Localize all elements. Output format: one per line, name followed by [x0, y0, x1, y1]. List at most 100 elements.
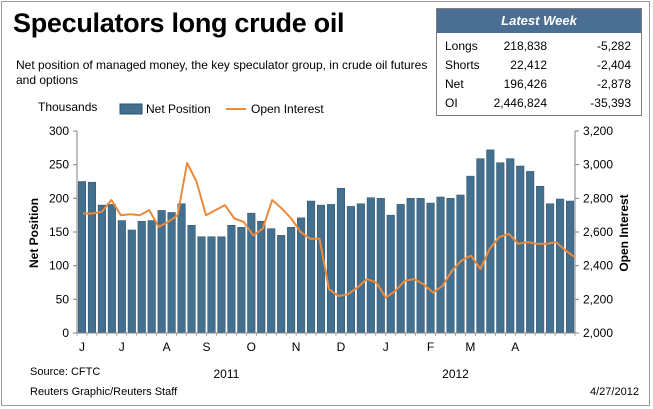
- y-tick-label: 50: [56, 292, 70, 306]
- bar: [277, 235, 286, 334]
- units-label: Thousands: [38, 100, 97, 114]
- y2-tick-label: 2,200: [583, 292, 613, 306]
- x-tick-label: F: [427, 340, 434, 354]
- x-tick-label: J: [383, 340, 389, 354]
- bar: [336, 187, 345, 334]
- bar: [237, 227, 246, 334]
- legend: Net Position Open Interest: [119, 102, 324, 116]
- y2-tick-label: 3,000: [583, 158, 613, 172]
- date-note: 4/27/2012: [590, 386, 639, 398]
- latest-week-change: -2,404: [596, 58, 631, 72]
- latest-week-panel: Latest Week Longs 218,838 -5,282 Shorts …: [436, 8, 642, 116]
- bar: [496, 162, 505, 334]
- latest-week-label: Shorts: [445, 58, 480, 72]
- latest-week-row-net: Net 196,426 -2,878: [437, 75, 641, 94]
- y-tick-label: 300: [49, 124, 69, 138]
- bar: [127, 229, 136, 334]
- legend-label-net-position: Net Position: [146, 102, 211, 116]
- latest-week-value: 22,412: [510, 58, 547, 72]
- bar: [346, 206, 355, 334]
- bar: [147, 220, 156, 334]
- bar: [257, 220, 266, 334]
- bar: [97, 204, 106, 334]
- x-tick-label: O: [247, 340, 256, 354]
- chart-title: Speculators long crude oil: [13, 8, 345, 38]
- latest-week-label: Net: [445, 77, 464, 91]
- bar: [207, 236, 216, 334]
- bar: [267, 228, 276, 334]
- bar: [356, 203, 365, 334]
- bar: [307, 200, 316, 334]
- y2-tick-label: 3,200: [583, 124, 613, 138]
- legend-label-open-interest: Open Interest: [251, 102, 324, 116]
- bar: [366, 197, 375, 334]
- bar: [406, 198, 415, 334]
- bar: [137, 220, 146, 334]
- latest-week-value: 2,446,824: [493, 96, 547, 110]
- y2-tick-label: 2,000: [583, 326, 613, 340]
- bar: [486, 149, 495, 334]
- bar: [526, 171, 535, 334]
- bar: [476, 158, 485, 334]
- legend-swatch-net-position: [119, 103, 143, 115]
- bar: [87, 181, 96, 334]
- bar: [396, 204, 405, 334]
- x-tick-label: M: [465, 340, 475, 354]
- bar: [426, 202, 435, 334]
- latest-week-value: 196,426: [503, 77, 547, 91]
- y2-tick-label: 2,400: [583, 259, 613, 273]
- latest-week-change: -5,282: [596, 39, 631, 53]
- latest-week-change: -2,878: [596, 77, 631, 91]
- y2-axis-label: Open Interest: [617, 194, 631, 271]
- x-tick-label: N: [292, 340, 301, 354]
- bar: [107, 204, 116, 334]
- bar: [157, 210, 166, 334]
- bar: [416, 198, 425, 334]
- bar: [227, 225, 236, 334]
- bar: [466, 175, 475, 334]
- bar: [446, 198, 455, 334]
- x-tick-label: D: [337, 340, 346, 354]
- bar: [316, 204, 326, 334]
- y-tick-label: 0: [62, 326, 69, 340]
- bar: [197, 236, 206, 334]
- bar: [177, 203, 186, 334]
- year-label: 2012: [442, 367, 469, 381]
- y-tick-label: 150: [49, 225, 69, 239]
- bar: [386, 214, 395, 334]
- latest-week-value: 218,838: [503, 39, 547, 53]
- y-axis-label: Net Position: [27, 198, 41, 268]
- bar: [506, 158, 515, 334]
- latest-week-change: -35,393: [590, 96, 631, 110]
- x-tick-label: J: [119, 340, 125, 354]
- bar: [326, 204, 336, 334]
- bar: [565, 200, 575, 334]
- y-tick-label: 200: [49, 191, 69, 205]
- x-tick-label: S: [202, 340, 210, 354]
- chart-subtitle: Net position of managed money, the key s…: [16, 58, 428, 87]
- y2-tick-label: 2,600: [583, 225, 613, 239]
- bar: [287, 227, 296, 334]
- bar: [546, 203, 555, 334]
- bar: [187, 225, 196, 334]
- latest-week-label: Longs: [445, 39, 478, 53]
- bar: [117, 220, 126, 334]
- bar: [217, 236, 226, 334]
- bar: [77, 181, 87, 334]
- latest-week-row-longs: Longs 218,838 -5,282: [437, 37, 641, 56]
- bar: [167, 212, 176, 334]
- series-line-open-interest: [83, 162, 576, 299]
- x-tick-label: A: [511, 340, 519, 354]
- latest-week-row-shorts: Shorts 22,412 -2,404: [437, 56, 641, 75]
- latest-week-row-oi: OI 2,446,824 -35,393: [437, 94, 641, 113]
- latest-week-title: Latest Week: [437, 9, 641, 33]
- latest-week-label: OI: [445, 96, 458, 110]
- y-tick-label: 100: [49, 259, 69, 273]
- bar: [556, 198, 565, 334]
- bar: [436, 196, 445, 334]
- y-tick-label: 250: [49, 158, 69, 172]
- source-note: Source: CFTC: [30, 366, 101, 378]
- year-label: 2011: [213, 367, 239, 381]
